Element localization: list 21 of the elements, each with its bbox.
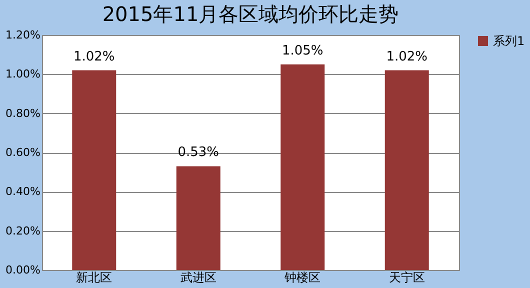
legend-label: 系列1 <box>493 34 525 48</box>
y-tick-label: 1.20% <box>6 28 40 42</box>
y-tick-label: 0.00% <box>6 264 40 276</box>
bar <box>280 64 325 270</box>
y-tick-label: 0.40% <box>6 185 40 198</box>
text: 1.02% <box>73 49 115 64</box>
text: 1.05% <box>282 43 324 58</box>
x-tick-label: 武进区 <box>180 270 216 284</box>
y-tick-label: 0.80% <box>6 106 40 120</box>
y-tick-label: 0.20% <box>6 224 40 238</box>
bar <box>72 70 116 270</box>
chart-title: 2015年11月各区域均价环比走势 <box>102 2 399 26</box>
bar <box>176 166 220 270</box>
x-tick-label: 天宁区 <box>388 270 425 284</box>
text: 0.53% <box>178 145 220 160</box>
x-tick-label: 新北区 <box>76 270 112 284</box>
y-tick-label: 0.60% <box>6 146 40 159</box>
x-tick-label: 钟楼区 <box>284 270 321 284</box>
bar <box>384 70 429 270</box>
y-tick-label: 1.00% <box>6 68 40 81</box>
text: 1.02% <box>386 49 428 64</box>
